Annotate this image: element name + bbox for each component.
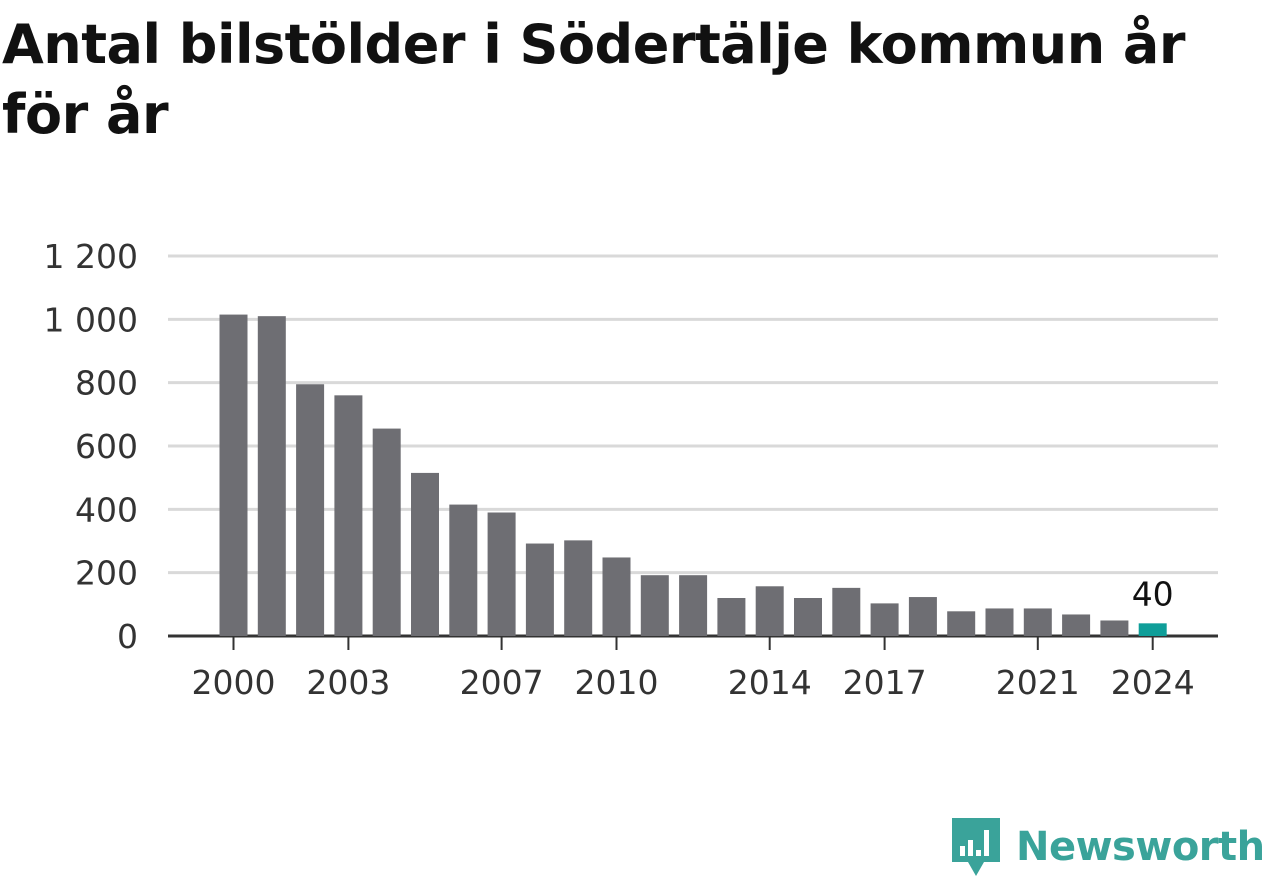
y-tick-label: 200 xyxy=(75,554,138,593)
bars xyxy=(219,314,1167,636)
bar xyxy=(832,587,861,636)
y-tick-label: 0 xyxy=(117,617,138,656)
x-tick-label: 2003 xyxy=(306,663,390,702)
bar xyxy=(219,314,248,636)
bar xyxy=(449,504,478,636)
y-tick-label: 800 xyxy=(75,364,138,403)
bar xyxy=(870,603,899,636)
brand-name: Newsworthy xyxy=(1016,824,1262,870)
bar xyxy=(794,598,822,636)
x-tick-label: 2024 xyxy=(1111,663,1195,702)
x-tick-label: 2014 xyxy=(728,663,812,702)
x-tick-label: 2007 xyxy=(460,663,544,702)
bar xyxy=(487,512,516,636)
bar xyxy=(640,575,669,636)
y-axis-ticks: 0 200 400 600 800 1 000 1 200 xyxy=(44,237,138,656)
bar xyxy=(257,316,286,636)
y-tick-label: 1 200 xyxy=(44,237,138,276)
bar xyxy=(334,395,363,636)
y-tick-label: 1 000 xyxy=(44,300,138,339)
brand-logo: Newsworthy xyxy=(950,816,1262,878)
bar xyxy=(564,540,593,636)
bar xyxy=(679,575,708,636)
bar xyxy=(1062,614,1091,636)
bar xyxy=(947,611,976,636)
bar xyxy=(1100,620,1129,636)
bar xyxy=(755,586,784,636)
x-tick-label: 2000 xyxy=(192,663,276,702)
chart-title: Antal bilstölder i Södertälje kommun år … xyxy=(2,13,1186,146)
bar xyxy=(717,598,746,636)
bar xyxy=(525,543,554,636)
y-tick-label: 400 xyxy=(75,490,138,529)
data-label: 40 xyxy=(1132,574,1174,613)
bar xyxy=(411,472,439,636)
bar xyxy=(908,597,937,636)
data-labels: 40 xyxy=(1132,574,1174,613)
bar xyxy=(602,557,631,636)
x-tick-label: 2010 xyxy=(575,663,659,702)
bar xyxy=(296,384,325,636)
bar xyxy=(372,428,401,636)
bar-highlight xyxy=(1138,623,1167,636)
x-axis-ticks: 2000 2003 2007 2010 2014 2017 2021 2024 xyxy=(192,636,1195,702)
bar xyxy=(1023,608,1052,636)
bar xyxy=(985,608,1014,636)
x-tick-label: 2021 xyxy=(996,663,1080,702)
x-tick-label: 2017 xyxy=(843,663,927,702)
newsworthy-logo-icon xyxy=(952,818,1000,876)
y-tick-label: 600 xyxy=(75,427,138,466)
